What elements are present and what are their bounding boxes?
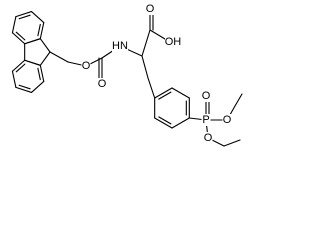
bond (171, 117, 190, 129)
atom-label: O (98, 78, 107, 90)
bond (158, 91, 172, 100)
label-bg (165, 36, 181, 48)
atom-label: HN (112, 40, 128, 52)
atom-label: OH (165, 36, 182, 48)
bond (39, 22, 45, 40)
bond (223, 139, 241, 147)
bond (154, 117, 173, 129)
atom-label: P (202, 114, 209, 126)
bond (158, 116, 172, 125)
bond (171, 87, 190, 99)
bond (30, 80, 45, 93)
bond (15, 86, 33, 93)
bond (154, 87, 173, 99)
bond (11, 59, 26, 72)
bond (24, 38, 41, 45)
label-bg (203, 132, 213, 144)
bond (234, 93, 243, 107)
bond (30, 11, 45, 24)
bond (11, 32, 26, 45)
label-bg (201, 114, 211, 126)
atom-label: O (202, 90, 211, 102)
atom-label: O (146, 3, 155, 15)
bond (15, 31, 26, 41)
bond (141, 29, 151, 57)
label-bg (145, 3, 155, 15)
bond (39, 51, 51, 66)
bond (18, 84, 31, 90)
bond (37, 67, 41, 81)
label-bg (112, 40, 128, 52)
bond (39, 38, 51, 53)
bond (11, 16, 17, 34)
bond (24, 59, 41, 66)
bond (39, 64, 45, 82)
bond (15, 63, 26, 73)
bond (141, 55, 149, 79)
label-bg (81, 60, 91, 72)
bond (11, 70, 17, 88)
bond (147, 77, 156, 99)
label-bg (97, 78, 107, 90)
atom-label: O (223, 114, 232, 126)
bond (18, 14, 31, 20)
label-bg (201, 90, 211, 102)
atom-label: O (204, 132, 213, 144)
bond (49, 51, 69, 63)
label-bg (222, 114, 232, 126)
bond (15, 11, 33, 18)
bond (37, 23, 41, 37)
atom-label: O (82, 60, 91, 72)
